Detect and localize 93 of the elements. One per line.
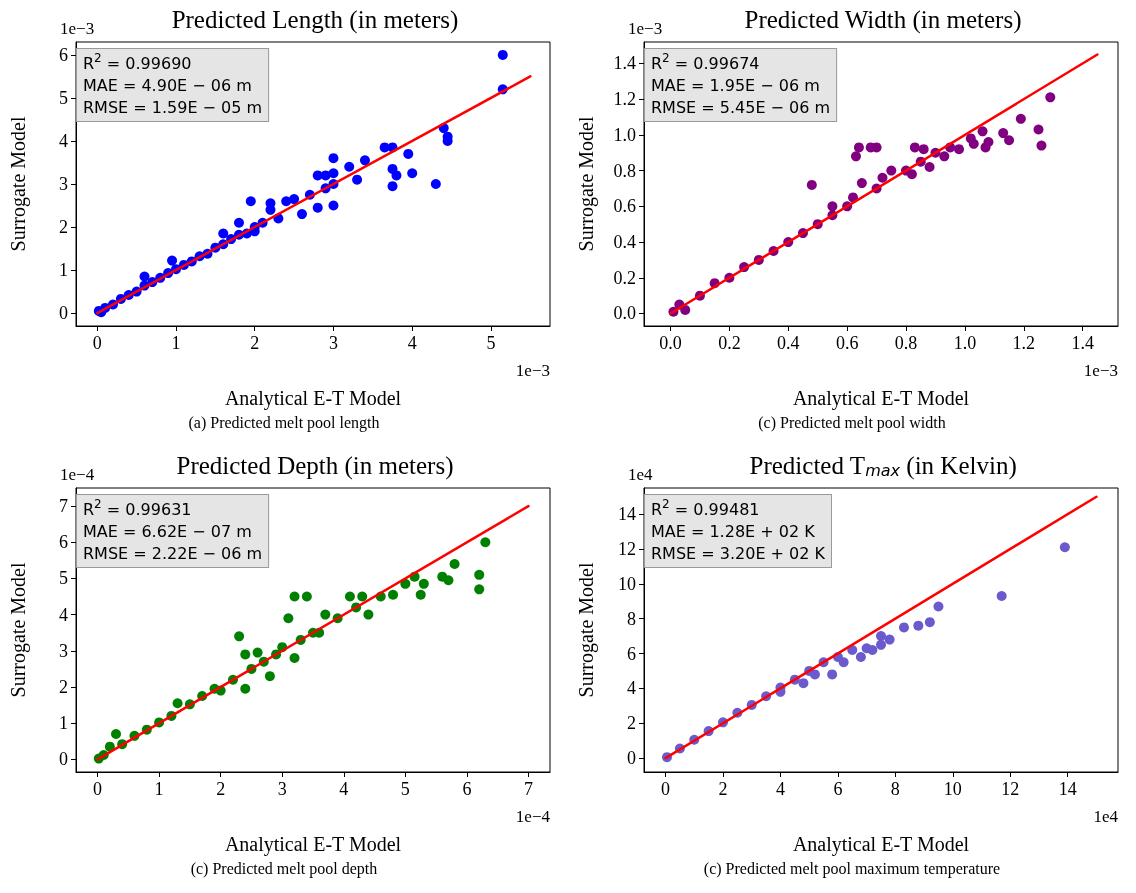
text: 1e−4	[60, 465, 95, 484]
x-tick-label: 0.6	[835, 333, 859, 353]
x-tick-label: 0	[92, 333, 102, 353]
x-tick-label: 1	[171, 333, 181, 353]
text: 1e4	[628, 465, 654, 484]
x-tick-label: 3	[277, 779, 287, 799]
y-tick-label: 8	[627, 608, 636, 629]
text: 1e4	[1093, 807, 1119, 826]
x-tick-label: 14	[1058, 779, 1077, 799]
x-tick-label: 7	[523, 779, 533, 799]
chart-title: Predicted Length (in meters)	[171, 6, 459, 34]
text: (c) Predicted melt pool depth	[190, 859, 378, 878]
x-axis-title: Analytical E-T Model	[792, 833, 970, 856]
y-tick-label: 2	[627, 713, 636, 734]
y-tick-label: 3	[59, 174, 68, 194]
x-tick-label: 0.8	[894, 333, 918, 353]
x-tick-label: 8	[890, 779, 900, 799]
y-tick-label: 1.2	[613, 89, 636, 110]
y-tick-label: 6	[59, 44, 68, 65]
annotation: MAE = 1.95E − 06 m	[651, 75, 820, 95]
x-tick-label: 4	[407, 333, 417, 353]
y-tick-label: 1.0	[613, 124, 636, 145]
y-tick-label: 4	[59, 604, 68, 625]
y-tick-label: 0.8	[613, 160, 636, 181]
y-tick-label: 5	[59, 87, 68, 108]
x-axis-title: Analytical E-T Model	[224, 387, 402, 410]
y-axis-title: Surrogate Model	[7, 562, 30, 698]
x-tick-label: 2	[216, 779, 226, 799]
text: 1e−3	[628, 19, 663, 38]
x-tick-label: 5	[486, 333, 496, 353]
y-tick-label: 5	[59, 568, 68, 589]
y-tick-label: 0.2	[613, 267, 636, 288]
x-tick-label: 0.0	[659, 333, 682, 353]
y-axis-title: Surrogate Model	[575, 562, 598, 698]
y-axis-title: Surrogate Model	[7, 116, 30, 252]
y-tick-label: 1	[59, 713, 68, 734]
text: (c) Predicted melt pool width	[758, 413, 946, 432]
y-tick-label: 4	[627, 678, 636, 699]
x-tick-label: 0.4	[777, 333, 800, 353]
text: 1e−3	[1083, 361, 1119, 380]
x-tick-label: 0	[661, 779, 671, 799]
x-tick-label: 1.0	[953, 333, 977, 353]
y-tick-label: 1	[59, 260, 68, 281]
y-tick-label: 7	[59, 496, 68, 517]
annotation: RMSE = 2.22E − 06 m	[83, 543, 263, 563]
y-tick-label: 2	[59, 676, 68, 697]
x-tick-label: 12	[1001, 779, 1020, 799]
y-tick-label: 12	[618, 538, 636, 559]
x-tick-label: 4	[775, 779, 785, 799]
y-tick-label: 0.0	[613, 303, 636, 324]
text: 1e−3	[60, 19, 95, 38]
y-axis-title: Surrogate Model	[575, 116, 598, 252]
y-tick-label: 0	[627, 748, 636, 769]
x-tick-label: 1.4	[1071, 333, 1094, 353]
y-tick-label: 0.6	[613, 196, 636, 217]
y-tick-label: 0	[59, 749, 68, 770]
text: (a) Predicted melt pool length	[188, 413, 380, 432]
x-axis-title: Analytical E-T Model	[792, 387, 970, 410]
annotation: RMSE = 1.59E − 05 m	[83, 97, 263, 117]
y-tick-label: 3	[59, 640, 68, 661]
x-tick-label: 2	[718, 779, 728, 799]
text: 1e−3	[515, 361, 551, 380]
chart-title: Predicted Depth (in meters)	[176, 452, 454, 480]
x-tick-label: 4	[339, 779, 349, 799]
y-tick-label: 14	[618, 504, 636, 525]
y-tick-label: 6	[59, 532, 68, 553]
x-tick-label: 10	[943, 779, 962, 799]
annotation: MAE = 4.90E − 06 m	[83, 75, 252, 95]
x-tick-label: 6	[833, 779, 843, 799]
chart-title: Predicted Tmax (in Kelvin)	[749, 452, 1017, 480]
x-tick-label: 0	[93, 779, 103, 799]
y-tick-label: 6	[627, 643, 636, 664]
x-tick-label: 0.2	[718, 333, 741, 353]
x-axis-title: Analytical E-T Model	[224, 833, 402, 856]
x-tick-label: 1.2	[1012, 333, 1036, 353]
y-tick-label: 2	[59, 217, 68, 238]
y-tick-label: 1.4	[613, 53, 636, 74]
annotation: RMSE = 3.20E + 02 K	[651, 543, 826, 563]
annotation: MAE = 6.62E − 07 m	[83, 521, 252, 541]
x-tick-label: 1	[154, 779, 164, 799]
y-tick-label: 10	[618, 573, 636, 594]
x-tick-label: 5	[400, 779, 410, 799]
chart-title: Predicted Width (in meters)	[744, 6, 1022, 34]
x-tick-label: 6	[462, 779, 472, 799]
text: (c) Predicted melt pool maximum temperature	[703, 859, 1001, 878]
x-tick-label: 3	[328, 333, 338, 353]
text: 1e−4	[515, 807, 551, 826]
annotation: MAE = 1.28E + 02 K	[651, 521, 816, 541]
y-tick-label: 4	[59, 130, 68, 151]
y-tick-label: 0.4	[613, 232, 636, 253]
x-tick-label: 2	[250, 333, 260, 353]
y-tick-label: 0	[59, 303, 68, 324]
annotation: RMSE = 5.45E − 06 m	[651, 97, 831, 117]
